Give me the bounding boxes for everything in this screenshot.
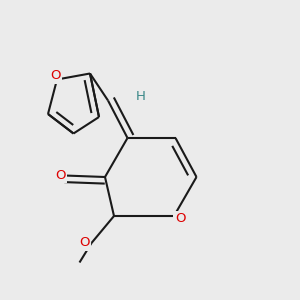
Text: O: O (50, 69, 61, 82)
Text: O: O (80, 236, 90, 250)
Text: O: O (55, 169, 65, 182)
Text: H: H (136, 89, 146, 103)
Text: O: O (175, 212, 185, 225)
